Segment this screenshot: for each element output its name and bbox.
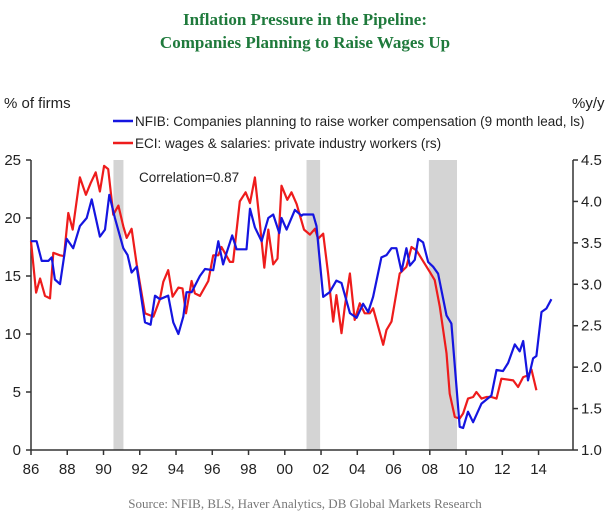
y-left-tick-label: 25: [4, 152, 21, 169]
y-right-tick-label: 1.0: [581, 442, 602, 459]
eci-series-line: [29, 164, 538, 420]
legend-label-nfib: NFIB: Companies planning to raise worker…: [135, 114, 584, 129]
x-tick-label: 06: [385, 461, 402, 478]
x-tick-label: 90: [95, 461, 112, 478]
x-tick-label: 96: [204, 461, 221, 478]
x-tick-label: 02: [313, 461, 330, 478]
x-tick-label: 12: [494, 461, 511, 478]
y-right-tick-label: 2.0: [581, 359, 602, 376]
y-axis-right-label: %y/y: [572, 95, 605, 112]
x-tick-label: 88: [59, 461, 76, 478]
y-right-tick-label: 3.5: [581, 235, 602, 252]
chart-title-line-1: Inflation Pressure in the Pipeline:: [183, 10, 427, 29]
y-right-tick-label: 4.0: [581, 193, 602, 210]
series-lines: [29, 164, 553, 430]
source-note: Source: NFIB, BLS, Haver Analytics, DB G…: [128, 496, 482, 511]
correlation-annotation: Correlation=0.87: [139, 170, 239, 185]
x-tick-label: 04: [349, 461, 366, 478]
legend-label-eci: ECI: wages & salaries: private industry …: [135, 136, 441, 151]
nfib-series-line: [31, 193, 553, 430]
legend: NFIB: Companies planning to raise worker…: [113, 114, 584, 151]
x-tick-label: 00: [276, 461, 293, 478]
recession-bar: [306, 160, 321, 450]
y-right-tick-label: 2.5: [581, 318, 602, 335]
x-tick-label: 94: [168, 461, 185, 478]
x-tick-label: 92: [131, 461, 148, 478]
y-right-tick-label: 1.5: [581, 401, 602, 418]
x-tick-label: 10: [458, 461, 475, 478]
x-tick-label: 98: [240, 461, 257, 478]
axes: 0 5 10 15 20 25 1.0 1.5 2.0 2.5 3.0 3.5 4.0 4.5 86 88 90…: [4, 152, 602, 478]
y-left-tick-label: 20: [4, 210, 21, 227]
recession-bars: [113, 160, 457, 450]
y-left-tick-label: 0: [13, 442, 21, 459]
x-tick-label: 86: [23, 461, 40, 478]
y-left-tick-label: 10: [4, 326, 21, 343]
y-right-tick-label: 3.0: [581, 276, 602, 293]
y-left-tick-label: 15: [4, 268, 21, 285]
y-right-tick-label: 4.5: [581, 152, 602, 169]
chart-title-line-2: Companies Planning to Raise Wages Up: [160, 33, 450, 52]
x-tick-label: 08: [421, 461, 438, 478]
y-axis-left-label: % of firms: [4, 95, 71, 112]
x-tick-label: 14: [530, 461, 547, 478]
y-left-tick-label: 5: [13, 384, 21, 401]
recession-bar: [113, 160, 124, 450]
